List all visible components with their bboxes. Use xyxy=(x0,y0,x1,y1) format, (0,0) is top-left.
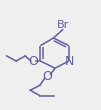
Text: O: O xyxy=(28,55,38,68)
Text: Br: Br xyxy=(56,20,69,30)
Text: O: O xyxy=(43,70,52,83)
Text: N: N xyxy=(65,55,75,68)
